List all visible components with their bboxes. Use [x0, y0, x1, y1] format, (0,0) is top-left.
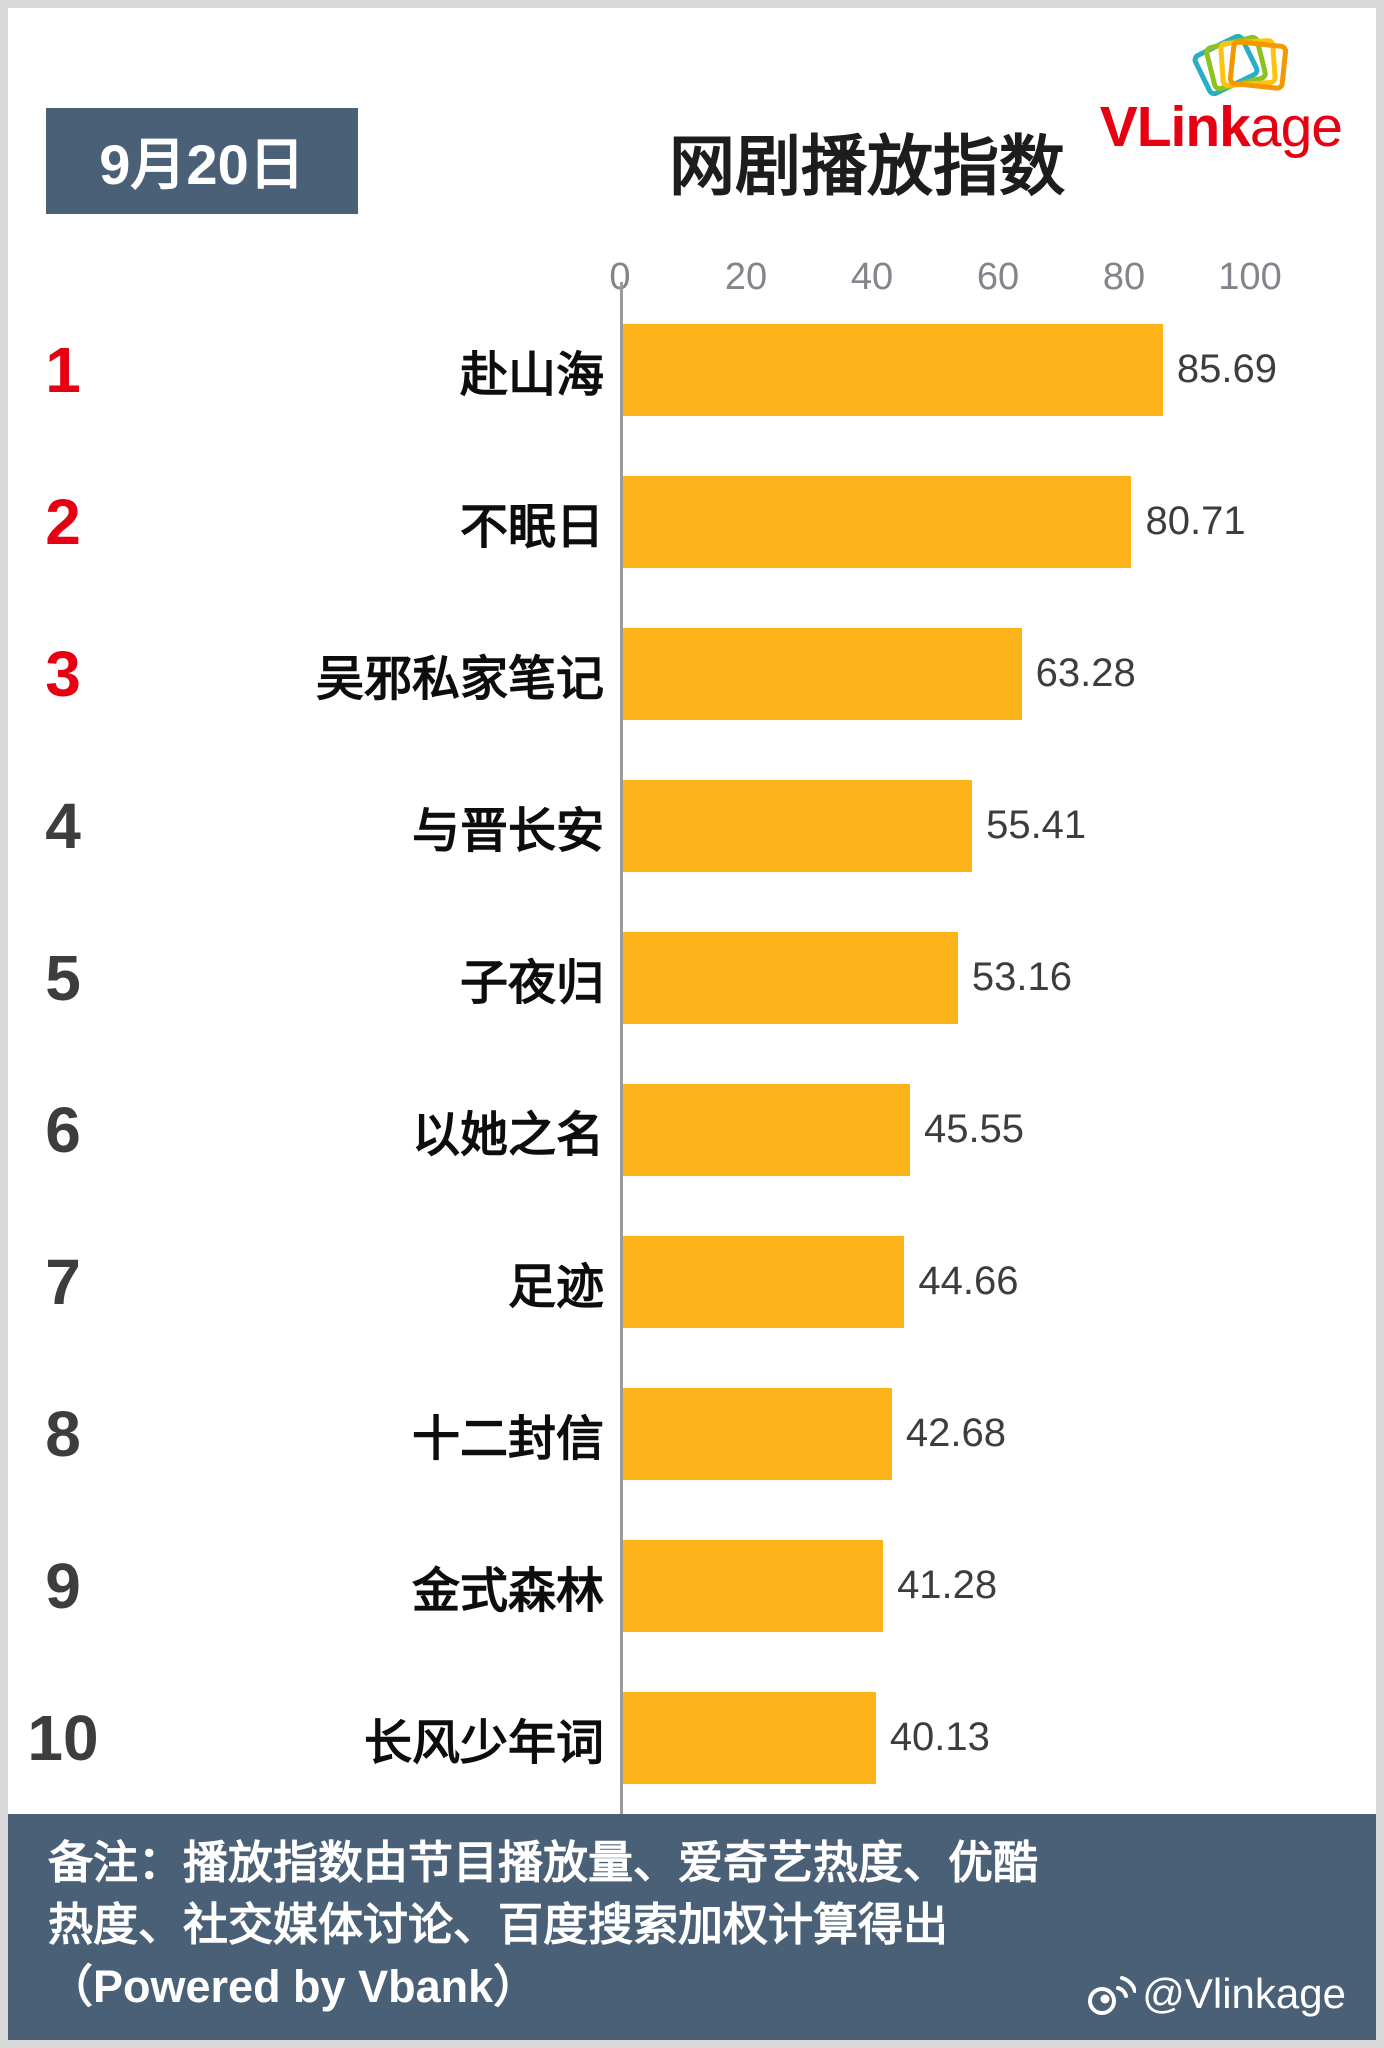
- drama-title: 长风少年词: [363, 1716, 604, 1770]
- weibo-icon: [1088, 1976, 1137, 2015]
- bar: [623, 779, 973, 872]
- bar: [623, 323, 1163, 416]
- bar: [623, 1539, 884, 1632]
- tick-label: 60: [976, 255, 1020, 298]
- drama-title: 不眠日: [459, 500, 604, 554]
- chart-row: 5 子夜归 53.16: [8, 902, 1376, 1054]
- tick-label: 40: [850, 255, 894, 298]
- drama-title: 金式森林: [411, 1564, 604, 1618]
- bar-track: 55.41: [620, 750, 1376, 902]
- chart-row: 6 以她之名 45.55: [8, 1054, 1376, 1206]
- drama-title: 吴邪私家笔记: [315, 652, 604, 706]
- rank-number: 8: [45, 1397, 81, 1470]
- weibo-handle: @Vlinkage: [1082, 1970, 1346, 2018]
- bar-value: 80.71: [1145, 499, 1246, 544]
- bar-value: 63.28: [1035, 651, 1136, 696]
- date-badge: 9月20日: [46, 107, 358, 214]
- bar-track: 41.28: [620, 1510, 1376, 1662]
- bar: [623, 1083, 910, 1176]
- bar-value: 55.41: [986, 803, 1087, 848]
- drama-title: 子夜归: [459, 956, 604, 1010]
- bar: [623, 475, 1132, 568]
- rank-number: 4: [45, 789, 81, 862]
- rank-number: 9: [45, 1549, 81, 1622]
- footer: 备注：播放指数由节目播放量、爱奇艺热度、优酷热度、社交媒体讨论、百度搜索加权计算…: [8, 1813, 1376, 2040]
- rank-number: 2: [45, 485, 81, 558]
- chart-row: 10 长风少年词 40.13: [8, 1662, 1376, 1814]
- rank-number: 3: [45, 637, 81, 710]
- chart-row: 8 十二封信 42.68: [8, 1358, 1376, 1510]
- drama-title: 十二封信: [411, 1412, 604, 1466]
- title-row: 9月20日 网剧播放指数: [8, 107, 1376, 214]
- bar-track: 85.69: [620, 294, 1376, 446]
- bar-value: 41.28: [897, 1563, 998, 1608]
- bar-track: 44.66: [620, 1206, 1376, 1358]
- footer-note: 备注：播放指数由节目播放量、爱奇艺热度、优酷热度、社交媒体讨论、百度搜索加权计算…: [48, 1836, 1039, 2012]
- drama-title: 赴山海: [459, 348, 604, 402]
- bar-value: 53.16: [971, 955, 1073, 1000]
- bar: [623, 1387, 892, 1480]
- bar-value: 45.55: [923, 1107, 1025, 1152]
- bar: [623, 1691, 876, 1784]
- bar-track: 80.71: [620, 446, 1376, 598]
- rank-number: 10: [27, 1701, 99, 1774]
- bar: [623, 931, 958, 1024]
- bar-value: 42.68: [905, 1411, 1006, 1456]
- header: VLinkage: [8, 8, 1376, 159]
- rank-number: 7: [45, 1245, 81, 1318]
- drama-title: 以她之名: [411, 1108, 604, 1162]
- bar-track: 40.13: [620, 1662, 1376, 1814]
- axis-line: [620, 281, 623, 1814]
- bar-track: 42.68: [620, 1358, 1376, 1510]
- chart-row: 1 赴山海 85.69: [8, 294, 1376, 446]
- chart-row: 3 吴邪私家笔记 63.28: [8, 598, 1376, 750]
- drama-title: 与晋长安: [411, 804, 604, 858]
- chart-row: 9 金式森林 41.28: [8, 1510, 1376, 1662]
- bar-value: 85.69: [1176, 347, 1277, 392]
- tick-label: 80: [1102, 255, 1146, 298]
- tick-label: 20: [724, 255, 768, 298]
- weibo-handle-text: @Vlinkage: [1142, 1970, 1346, 2017]
- vlinkage-logo: VLinkage: [1099, 22, 1343, 160]
- rank-number: 1: [45, 333, 81, 406]
- bar-track: 45.55: [620, 1054, 1376, 1206]
- page-title: 网剧播放指数: [669, 128, 1065, 203]
- tick-label: 100: [1218, 255, 1282, 298]
- bar: [623, 627, 1022, 720]
- chart-row: 2 不眠日 80.71: [8, 446, 1376, 598]
- card-stack-icon: [1192, 33, 1288, 97]
- chart-rows: 1 赴山海 85.69 2 不眠日 80.71 3 吴邪私家笔记 63.28 4 与晋长安 55.41…: [8, 281, 1376, 1814]
- chart-row: 7 足迹 44.66: [8, 1206, 1376, 1358]
- bar-track: 53.16: [620, 902, 1376, 1054]
- bar-value: 44.66: [918, 1259, 1019, 1304]
- rank-number: 5: [45, 941, 81, 1014]
- logo-text-bold: VLink: [1099, 95, 1251, 159]
- rank-number: 6: [45, 1093, 81, 1166]
- logo-text: VLinkage: [1099, 94, 1343, 160]
- bar-value: 40.13: [889, 1715, 990, 1760]
- bar: [623, 1235, 905, 1328]
- axis-ticks: 0 20 40 60 80 100: [609, 256, 1376, 298]
- chart-row: 4 与晋长安 55.41: [8, 750, 1376, 902]
- drama-title: 足迹: [507, 1260, 604, 1314]
- bar-track: 63.28: [620, 598, 1376, 750]
- tick-label: 0: [609, 255, 631, 298]
- logo-text-light: age: [1249, 95, 1343, 159]
